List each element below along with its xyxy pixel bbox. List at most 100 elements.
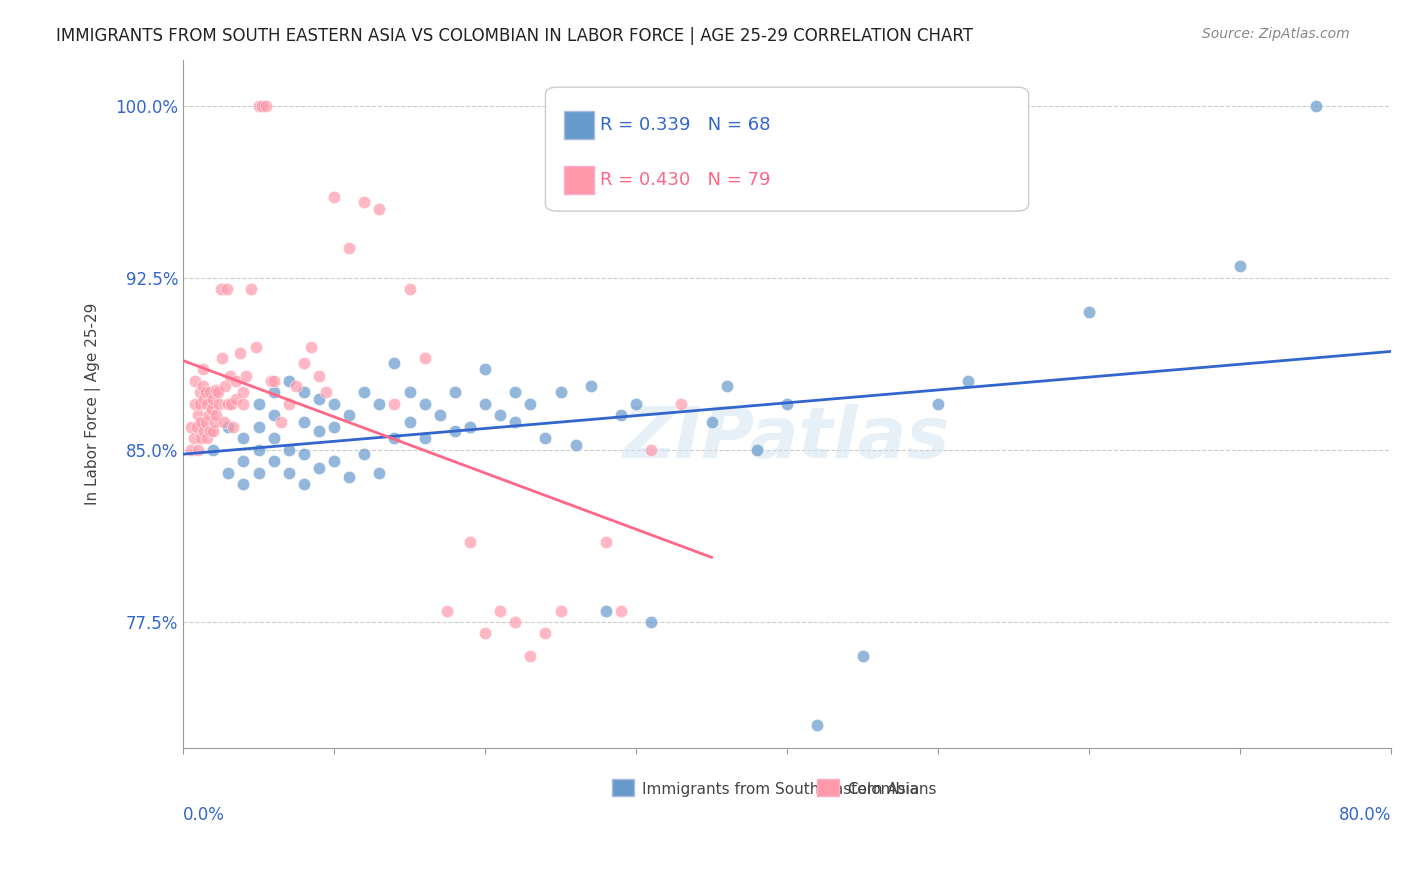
Point: [190, 431, 212, 445]
Point: [851, 649, 873, 664]
Point: [292, 415, 315, 429]
Point: [245, 339, 267, 353]
Point: [624, 397, 647, 411]
Point: [218, 369, 240, 384]
Point: [292, 385, 315, 400]
Point: [443, 425, 465, 439]
Point: [776, 397, 799, 411]
Point: [534, 431, 557, 445]
Point: [247, 442, 270, 457]
Point: [308, 369, 330, 384]
Point: [200, 425, 222, 439]
Point: [240, 282, 263, 296]
Point: [195, 431, 218, 445]
Point: [474, 626, 496, 640]
Point: [277, 442, 299, 457]
Point: [190, 415, 212, 429]
Point: [204, 415, 226, 429]
Point: [232, 385, 254, 400]
Point: [232, 397, 254, 411]
Point: [225, 374, 247, 388]
Point: [247, 420, 270, 434]
Point: [212, 415, 235, 429]
Point: [184, 374, 207, 388]
Point: [1305, 98, 1327, 112]
Point: [564, 438, 586, 452]
Point: [183, 431, 205, 445]
Point: [225, 392, 247, 407]
Point: [398, 385, 420, 400]
Point: [323, 190, 346, 204]
FancyBboxPatch shape: [546, 87, 1029, 211]
Point: [250, 98, 273, 112]
Point: [308, 425, 330, 439]
Point: [194, 385, 217, 400]
Point: [957, 374, 980, 388]
Point: [191, 362, 214, 376]
Point: [202, 425, 225, 439]
Point: [263, 431, 285, 445]
Point: [200, 385, 222, 400]
Point: [503, 615, 526, 629]
Point: [205, 383, 228, 397]
Point: [254, 98, 277, 112]
Point: [215, 282, 238, 296]
Point: [247, 397, 270, 411]
Point: [180, 420, 202, 434]
Point: [187, 442, 209, 457]
Point: [247, 466, 270, 480]
Point: [193, 392, 215, 407]
Point: [384, 356, 406, 370]
Point: [384, 431, 406, 445]
Point: [429, 409, 451, 423]
Point: [299, 339, 322, 353]
Point: [211, 351, 233, 365]
FancyBboxPatch shape: [817, 780, 839, 797]
Text: Colombians: Colombians: [848, 782, 936, 797]
Text: R = 0.430   N = 79: R = 0.430 N = 79: [600, 171, 770, 189]
Point: [235, 369, 257, 384]
Text: R = 0.339   N = 68: R = 0.339 N = 68: [600, 116, 770, 134]
Point: [610, 603, 633, 617]
Point: [186, 420, 208, 434]
Point: [640, 615, 662, 629]
Point: [413, 431, 436, 445]
Y-axis label: In Labor Force | Age 25-29: In Labor Force | Age 25-29: [86, 302, 101, 505]
Text: 80.0%: 80.0%: [1339, 805, 1391, 823]
Point: [534, 626, 557, 640]
Point: [353, 385, 375, 400]
Point: [368, 397, 391, 411]
Point: [263, 385, 285, 400]
Point: [519, 649, 541, 664]
Point: [927, 397, 949, 411]
Point: [188, 385, 211, 400]
Point: [180, 442, 202, 457]
Point: [595, 534, 617, 549]
Point: [595, 603, 617, 617]
Point: [308, 392, 330, 407]
Point: [188, 397, 211, 411]
Point: [806, 718, 828, 732]
Point: [398, 415, 420, 429]
Point: [337, 409, 360, 423]
Point: [519, 397, 541, 411]
Point: [745, 442, 768, 457]
Point: [323, 454, 346, 468]
Point: [579, 378, 602, 392]
Point: [292, 477, 315, 491]
Text: IMMIGRANTS FROM SOUTH EASTERN ASIA VS COLOMBIAN IN LABOR FORCE | AGE 25-29 CORRE: IMMIGRANTS FROM SOUTH EASTERN ASIA VS CO…: [56, 27, 973, 45]
Point: [263, 374, 285, 388]
Point: [413, 351, 436, 365]
Point: [191, 378, 214, 392]
Point: [193, 425, 215, 439]
Point: [214, 378, 236, 392]
Point: [337, 470, 360, 484]
Point: [384, 397, 406, 411]
Point: [474, 397, 496, 411]
Point: [337, 241, 360, 255]
Point: [368, 202, 391, 216]
Point: [353, 447, 375, 461]
Point: [1229, 259, 1251, 273]
Point: [700, 415, 723, 429]
Point: [443, 385, 465, 400]
